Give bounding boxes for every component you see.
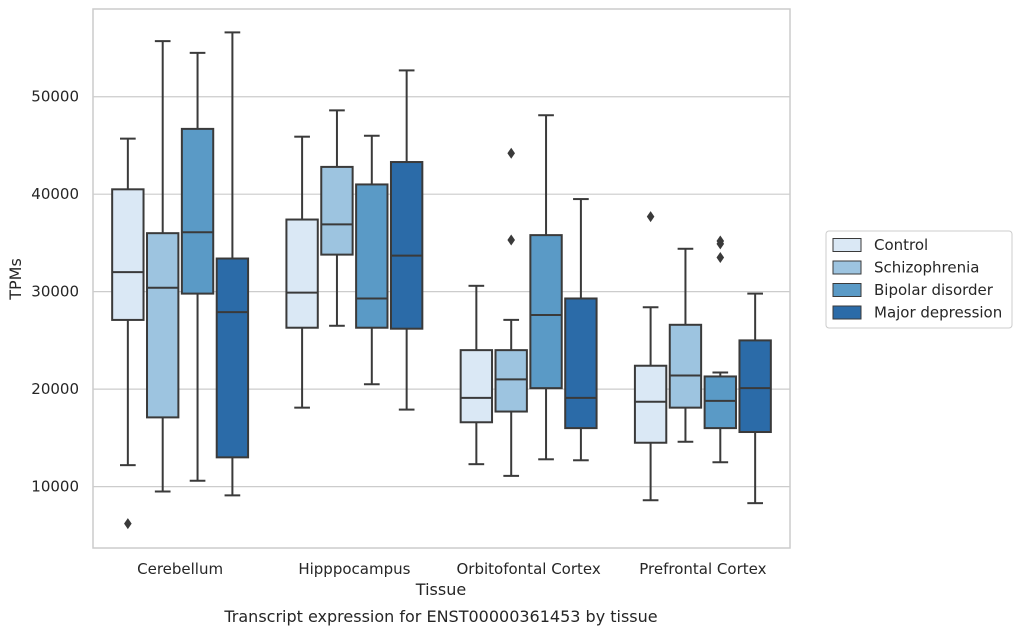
box-bipolar-disorder — [703, 235, 737, 464]
legend-label: Control — [874, 236, 928, 254]
box-iqr — [389, 161, 424, 330]
y-tick-label: 30000 — [31, 283, 79, 301]
box-iqr — [146, 232, 180, 419]
box-major-depression — [564, 198, 598, 462]
box-iqr — [494, 349, 528, 413]
box-schizophrenia — [320, 109, 354, 327]
box-major-depression — [215, 31, 250, 497]
box-iqr — [529, 234, 563, 390]
x-axis-title: Tissue — [415, 580, 466, 599]
x-tick-label: Cerebellum — [137, 560, 223, 578]
legend-frame — [825, 230, 1013, 329]
y-tick-labels: 10000 20000 30000 40000 50000 — [31, 88, 79, 496]
box-bipolar-disorder — [355, 134, 389, 386]
box-iqr — [320, 165, 354, 256]
box-iqr — [703, 375, 737, 430]
y-tick-label: 40000 — [31, 185, 79, 203]
boxes-group — [111, 31, 772, 530]
box-iqr — [459, 349, 494, 424]
box-iqr — [564, 297, 598, 430]
box-schizophrenia — [146, 40, 180, 493]
y-tick-label: 20000 — [31, 380, 79, 398]
legend-swatch — [832, 283, 862, 297]
box-control — [285, 135, 319, 409]
legend-swatch — [832, 238, 862, 252]
outlier-point — [507, 234, 515, 246]
box-control — [111, 137, 145, 530]
box-control — [633, 211, 668, 502]
y-tick-label: 10000 — [31, 478, 79, 496]
box-iqr — [215, 257, 250, 459]
box-iqr — [180, 127, 215, 295]
y-tick-label: 50000 — [31, 88, 79, 106]
outlier-point — [124, 518, 132, 530]
box-iqr — [355, 183, 389, 329]
legend-label: Major depression — [874, 304, 1002, 322]
box-schizophrenia — [494, 147, 528, 477]
legend-swatch — [832, 305, 862, 320]
legend-label: Schizophrenia — [874, 259, 979, 277]
legend-label: Bipolar disorder — [874, 281, 994, 299]
box-iqr — [633, 364, 668, 444]
legend-swatch — [832, 260, 862, 275]
y-axis-title: TPMs — [6, 258, 25, 301]
box-iqr — [668, 323, 703, 409]
outlier-point — [507, 147, 515, 159]
box-iqr — [111, 188, 145, 321]
box-bipolar-disorder — [180, 51, 215, 482]
box-control — [459, 284, 494, 466]
x-tick-label: Hipppocampus — [298, 560, 410, 578]
x-tick-labels: Cerebellum Hipppocampus Orbitofontal Corte… — [137, 560, 766, 578]
outlier-point — [646, 211, 655, 223]
box-major-depression — [389, 69, 424, 411]
box-major-depression — [738, 292, 772, 505]
box-schizophrenia — [668, 247, 703, 443]
box-iqr — [738, 339, 772, 434]
x-tick-label: Prefrontal Cortex — [639, 560, 766, 578]
outlier-point — [716, 252, 725, 264]
legend: Control Schizophrenia Bipolar disorder Majo… — [825, 230, 1013, 329]
box-iqr — [285, 218, 319, 329]
outlier-point — [716, 238, 725, 250]
x-tick-label: Orbitofontal Cortex — [457, 560, 601, 578]
box-bipolar-disorder — [529, 114, 563, 461]
chart-title: Transcript expression for ENST0000036145… — [223, 607, 657, 626]
